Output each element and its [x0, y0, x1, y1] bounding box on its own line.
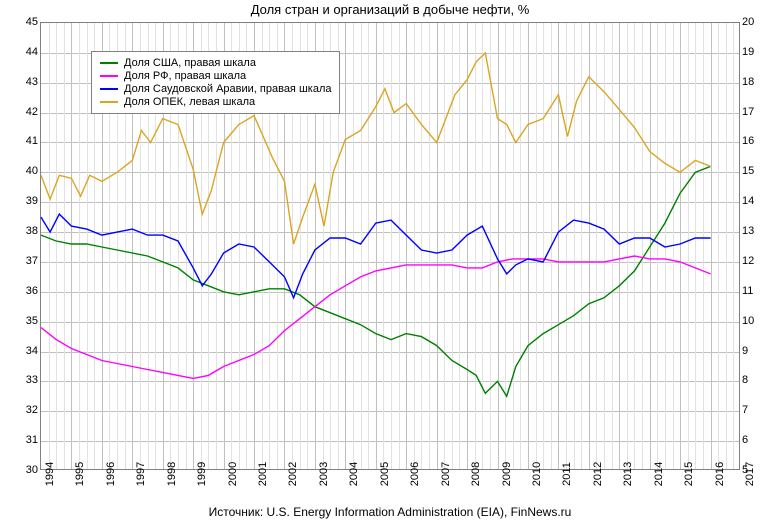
series-usa	[41, 166, 711, 396]
x-tick: 2008	[470, 462, 482, 486]
x-tick: 2012	[592, 462, 604, 486]
y-left-tick: 43	[8, 76, 38, 88]
y-right-tick: 18	[742, 76, 772, 88]
legend-item: Доля РФ, правая шкала	[100, 70, 331, 82]
plot-area: Доля США, правая шкала Доля РФ, правая ш…	[40, 22, 740, 470]
y-left-tick: 40	[8, 165, 38, 177]
y-left-tick: 42	[8, 106, 38, 118]
legend-item: Доля Саудовской Аравии, правая шкала	[100, 83, 331, 95]
x-tick: 1995	[74, 462, 86, 486]
legend-label: Доля ОПЕК, левая шкала	[124, 96, 255, 108]
legend-item: Доля ОПЕК, левая шкала	[100, 96, 331, 108]
x-tick: 2009	[501, 462, 513, 486]
legend-swatch	[100, 101, 118, 103]
series-rf	[41, 256, 711, 378]
y-left-tick: 31	[8, 434, 38, 446]
x-tick: 2017	[744, 462, 756, 486]
x-tick: 1997	[135, 462, 147, 486]
x-tick: 2013	[622, 462, 634, 486]
y-right-tick: 12	[742, 255, 772, 267]
y-right-tick: 19	[742, 46, 772, 58]
x-tick: 2000	[227, 462, 239, 486]
y-left-tick: 33	[8, 374, 38, 386]
legend-label: Доля США, правая шкала	[124, 57, 256, 69]
x-tick: 1998	[166, 462, 178, 486]
legend-swatch	[100, 62, 118, 64]
y-right-tick: 15	[742, 165, 772, 177]
y-left-tick: 30	[8, 464, 38, 476]
x-tick: 2001	[257, 462, 269, 486]
x-tick: 1994	[44, 462, 56, 486]
x-tick: 2014	[653, 462, 665, 486]
y-left-tick: 45	[8, 16, 38, 28]
x-tick: 2005	[379, 462, 391, 486]
y-right-tick: 17	[742, 106, 772, 118]
y-left-tick: 34	[8, 345, 38, 357]
y-right-tick: 10	[742, 315, 772, 327]
x-tick: 1999	[196, 462, 208, 486]
x-tick: 2011	[561, 462, 573, 486]
y-right-tick: 16	[742, 135, 772, 147]
x-tick: 2015	[683, 462, 695, 486]
y-right-tick: 14	[742, 195, 772, 207]
x-tick: 1996	[105, 462, 117, 486]
legend-item: Доля США, правая шкала	[100, 57, 331, 69]
y-left-tick: 36	[8, 285, 38, 297]
legend: Доля США, правая шкала Доля РФ, правая ш…	[91, 51, 340, 114]
y-left-tick: 32	[8, 404, 38, 416]
y-right-tick: 8	[742, 374, 772, 386]
x-tick: 2003	[318, 462, 330, 486]
y-left-tick: 37	[8, 255, 38, 267]
y-right-tick: 13	[742, 225, 772, 237]
legend-label: Доля РФ, правая шкала	[124, 70, 246, 82]
chart-container: Доля стран и организаций в добыче нефти,…	[0, 0, 780, 521]
x-tick: 2006	[409, 462, 421, 486]
series-saudi	[41, 214, 711, 298]
x-tick: 2004	[348, 462, 360, 486]
y-right-tick: 6	[742, 434, 772, 446]
chart-source: Источник: U.S. Energy Information Admini…	[0, 505, 780, 519]
legend-swatch	[100, 88, 118, 90]
x-tick: 2016	[714, 462, 726, 486]
legend-swatch	[100, 75, 118, 77]
y-left-tick: 41	[8, 135, 38, 147]
y-right-tick: 9	[742, 345, 772, 357]
x-tick: 2002	[287, 462, 299, 486]
y-right-tick: 11	[742, 285, 772, 297]
y-right-tick: 20	[742, 16, 772, 28]
y-left-tick: 44	[8, 46, 38, 58]
y-left-tick: 35	[8, 315, 38, 327]
legend-label: Доля Саудовской Аравии, правая шкала	[124, 83, 331, 95]
y-left-tick: 38	[8, 225, 38, 237]
y-left-tick: 39	[8, 195, 38, 207]
chart-title: Доля стран и организаций в добыче нефти,…	[0, 2, 780, 17]
x-tick: 2007	[440, 462, 452, 486]
x-tick: 2010	[531, 462, 543, 486]
y-right-tick: 7	[742, 404, 772, 416]
